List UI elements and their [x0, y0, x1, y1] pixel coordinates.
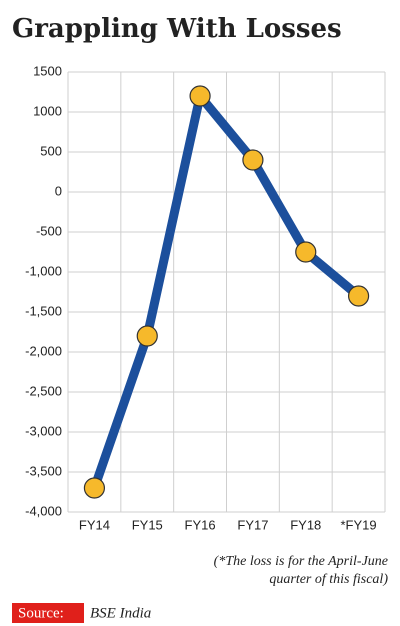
y-tick-label: -4,000 — [25, 503, 62, 518]
source-label: Source: — [18, 605, 64, 621]
y-tick-label: -2,000 — [25, 343, 62, 358]
marker — [347, 285, 370, 307]
y-tick-label: 500 — [40, 143, 62, 158]
annotation: quarter of this fiscal) — [269, 572, 388, 587]
y-tick-label: -1,500 — [25, 303, 62, 318]
line — [89, 91, 364, 493]
source-badge — [12, 603, 84, 623]
x-tick-label: FY15 — [132, 517, 163, 532]
x-tick-label: FY18 — [290, 517, 321, 532]
annotation: (*The loss is for the April-June — [214, 554, 388, 569]
y-tick-label: 0 — [55, 183, 62, 198]
marker — [83, 477, 106, 499]
marker — [189, 85, 211, 107]
chart-title: Grappling With Losses — [12, 14, 342, 44]
y-tick-label: -500 — [36, 223, 62, 238]
y-tick-label: -2,500 — [25, 383, 62, 398]
marker — [242, 149, 264, 171]
source: BSE India — [90, 605, 151, 621]
x-tick-label: FY17 — [237, 517, 268, 532]
marker — [136, 325, 158, 347]
y-tick-label: 1500 — [33, 63, 62, 78]
x-tick-label: *FY19 — [341, 517, 377, 532]
y-tick-label: -3,500 — [25, 463, 62, 478]
y-tick-label: -3,000 — [25, 423, 62, 438]
marker — [295, 241, 317, 263]
x-tick-label: FY16 — [185, 517, 216, 532]
y-tick-label: -1,000 — [25, 263, 62, 278]
x-tick-label: FY14 — [79, 517, 110, 532]
y-tick-label: 1000 — [33, 103, 62, 118]
